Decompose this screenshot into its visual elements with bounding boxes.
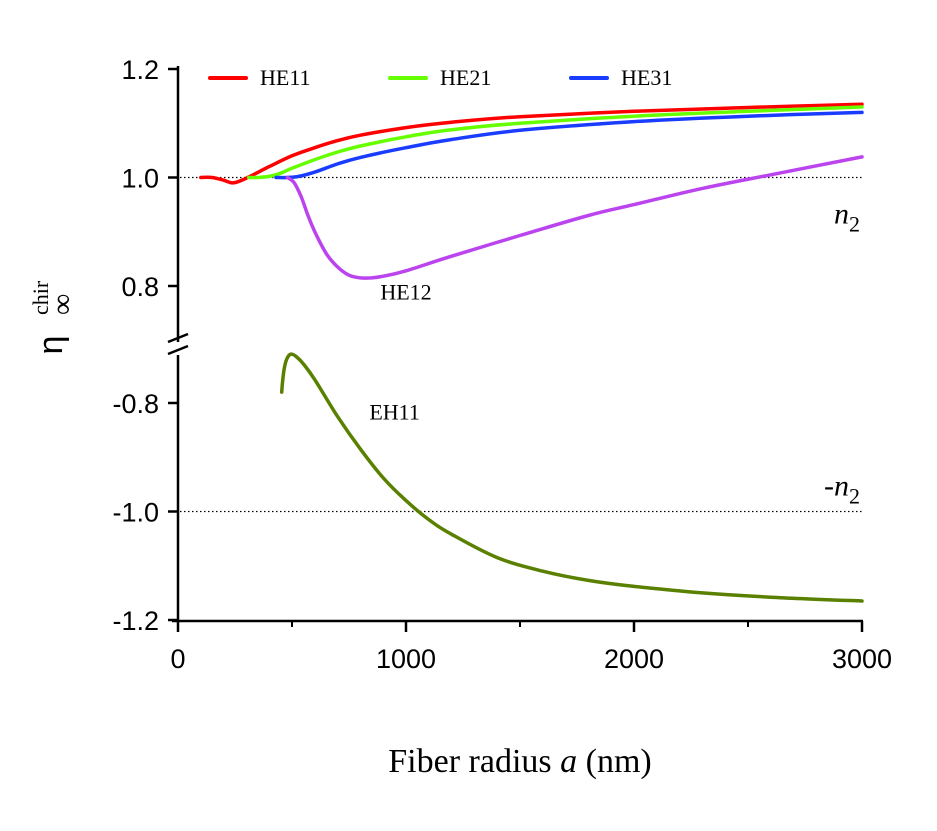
y-tick-label: -1.0 [112, 498, 159, 528]
legend-label-he11: HE11 [260, 65, 311, 90]
legend-label-he21: HE21 [440, 65, 491, 90]
series-group [199, 102, 864, 603]
x-axis-title-prefix: Fiber radius [388, 743, 560, 780]
x-tick-label: 2000 [604, 644, 664, 674]
reference-label-subscript: 2 [849, 212, 860, 237]
reference-line-label: n2 [834, 198, 860, 237]
svg-text:∞: ∞ [46, 294, 79, 315]
y-axis-title: η chir ∞ [28, 280, 79, 354]
svg-text:chir: chir [28, 280, 53, 315]
svg-text:η: η [32, 336, 70, 355]
series-line-he21 [246, 105, 864, 180]
annotation-he12: HE12 [380, 280, 431, 305]
annotation-eh11: EH11 [369, 399, 420, 424]
y-tick-label: 0.8 [121, 272, 159, 302]
x-axis-title-italic: a [560, 743, 577, 780]
legend: HE11 HE21 HE31 [208, 65, 672, 90]
reference-label-base: n [834, 198, 849, 231]
x-tick-label: 3000 [832, 644, 892, 674]
series-line-eh11 [279, 352, 864, 603]
y-tick-label: -0.8 [112, 389, 159, 419]
y-axis-title-subscript: ∞ [46, 294, 79, 315]
series-line-he31 [274, 110, 864, 180]
series-line-he11 [199, 102, 864, 185]
axis-break-mark [167, 344, 189, 356]
legend-label-he31: HE31 [621, 65, 672, 90]
reference-label-base: -n [824, 470, 849, 503]
reference-line-label: -n2 [824, 470, 860, 509]
y-tick-label: 1.0 [121, 164, 159, 194]
x-tick-label: 0 [170, 644, 185, 674]
x-tick-label: 1000 [376, 644, 436, 674]
series-line-he12 [285, 155, 864, 280]
reference-lines: n2-n2 [180, 176, 862, 513]
x-axis-title: Fiber radius a (nm) [388, 743, 651, 780]
axes: 0 1000 2000 3000 1.2 1.0 0.8 -0.8 -1.0 -1.2 [112, 55, 892, 674]
reference-label-subscript: 2 [849, 484, 860, 509]
y-axis-title-base: η [32, 336, 70, 355]
x-axis-title-suffix: (nm) [577, 743, 652, 780]
axis-break-mark [167, 332, 189, 344]
annotations: HE12 EH11 [369, 280, 431, 425]
y-axis-title-superscript: chir [28, 280, 53, 315]
y-tick-label: -1.2 [112, 606, 159, 636]
y-tick-label: 1.2 [121, 55, 159, 85]
